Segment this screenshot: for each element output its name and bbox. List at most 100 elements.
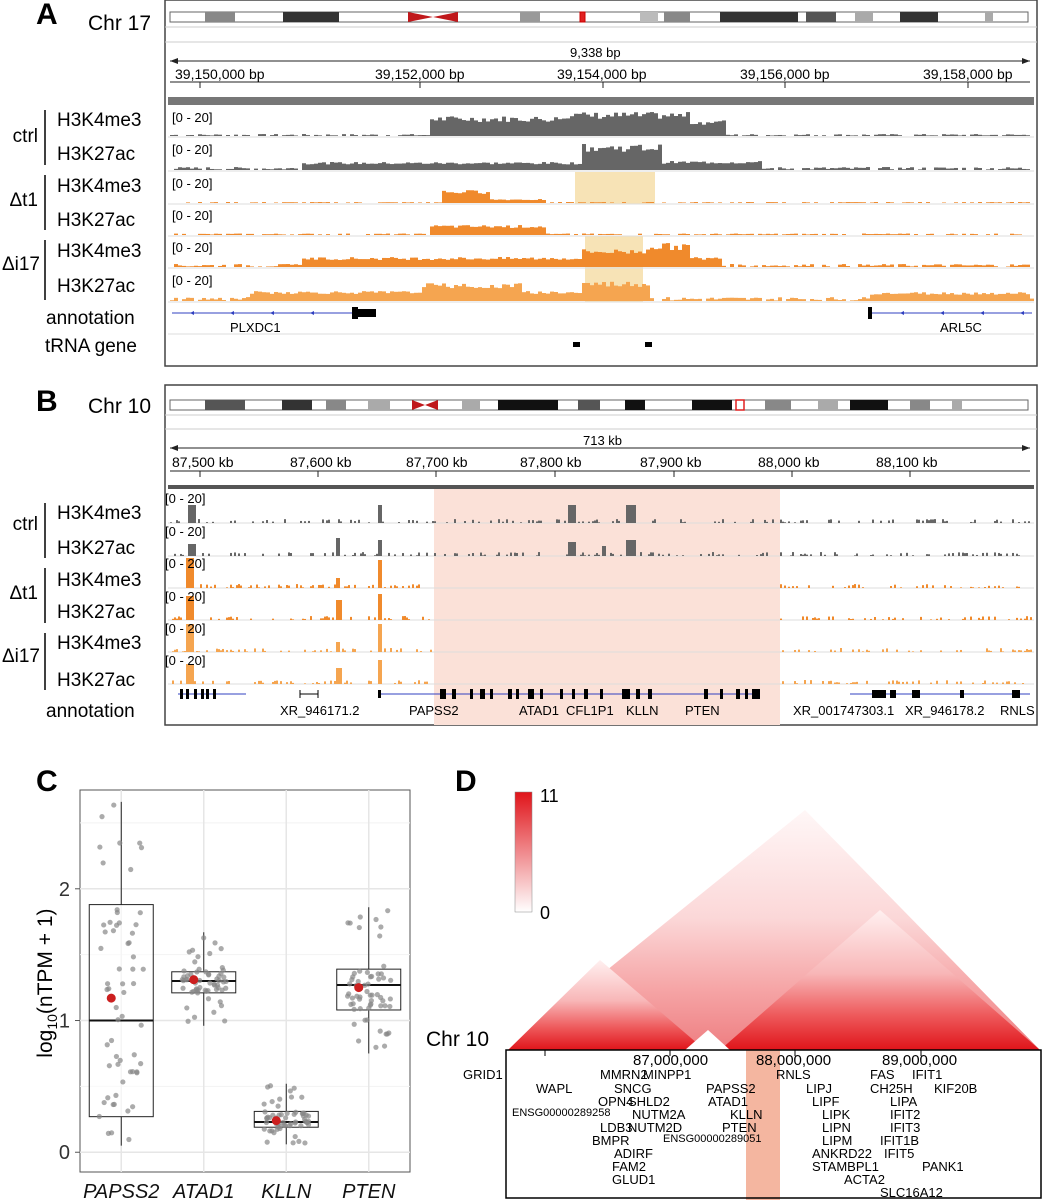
a-coverage-bar [406,259,410,267]
b-coverage-bar [380,540,382,556]
b-coverage-bar [852,585,854,588]
a-coverage-bar [422,259,426,267]
b-coverage-bar [932,585,934,588]
c-ytick-label: 2 [59,879,70,901]
a-coverage-bar [762,265,766,267]
panel-a-group-dt1: Δt1 [9,190,38,211]
b-coverage-bar [806,554,808,556]
a-coverage-bar [786,266,790,267]
c-point [288,1094,295,1100]
b-coverage-bar [370,681,372,684]
a-coverage-bar [274,291,278,301]
b-coverage-bar [794,522,796,523]
a-coverage-bar [446,192,450,203]
a-coverage-bar [690,124,694,136]
panel-b-letter: B [36,385,58,418]
b-coverage-bar [956,681,958,684]
a-coverage-bar [782,202,786,203]
a-coverage-bar [862,167,866,170]
a-coverage-bar [506,162,510,170]
d-gene-label: CH25H [870,1081,913,1096]
b-coverage-bar [1006,553,1008,556]
a-coverage-bar [586,234,590,235]
a-coverage-bar [638,116,642,136]
c-point [108,1130,115,1136]
panel-a-tracks [170,112,1034,301]
c-ytick-label: 1 [59,1011,70,1033]
a-coverage-bar [690,298,694,301]
a-coverage-bar [382,291,386,301]
b-coverage-bar [716,555,718,556]
b-coverage-bar [616,519,618,523]
d-gene-label: LDB3 [600,1120,633,1135]
c-point [283,1115,289,1121]
a-coverage-bar [806,265,810,267]
d-gene-label: SLC16A12 [880,1185,943,1200]
a-coverage-bar [750,162,754,170]
a-coverage-bar [262,168,266,170]
a-coverage-bar [254,202,258,203]
b-coverage-bar [958,552,960,556]
b-coverage-bar [650,552,652,556]
panel-b-range-4: [0 - 20] [165,589,206,604]
b-coverage-bar [174,649,176,652]
a-coverage-bar [514,118,518,136]
a-coverage-bar [390,164,394,170]
a-coverage-bar [174,168,178,170]
c-point [104,986,110,993]
a-coverage-bar [578,293,582,301]
b-coverage-bar [334,681,336,684]
a-coverage-bar [530,227,534,235]
a-coverage-bar [950,134,954,136]
b-coverage-bar [418,680,420,684]
a-coverage-bar [678,161,682,170]
b-coverage-bar [332,552,334,556]
c-point [110,928,117,934]
c-point [138,1022,144,1028]
a-coverage-bar [398,135,402,136]
c-point [205,996,212,1002]
b-coverage-bar [918,680,920,684]
b-coverage-bar [222,648,224,652]
a-coverage-bar [338,162,342,170]
d-gene-label: RNLS [776,1067,811,1082]
b-coverage-bar [662,554,664,556]
a-coverage-bar [930,293,934,301]
a-coverage-bar [746,233,750,235]
b-coverage-bar [802,616,804,620]
a-coverage-bar [530,257,534,267]
a-coverage-bar [970,134,974,136]
a-coverage-bar [438,202,442,203]
b-coverage-bar [886,648,888,652]
a-coverage-bar [242,134,246,136]
b-coverage-bar [684,521,686,523]
a-coverage-bar [446,225,450,235]
a-coverage-bar [386,202,390,203]
d-gene-label: IFIT1B [880,1133,920,1148]
a-coverage-bar [182,167,186,170]
a-coverage-bar [642,150,646,170]
b-coverage-bar [584,555,586,556]
a-coverage-bar [1014,134,1018,136]
b-coverage-bar [718,521,720,523]
b-coverage-bar [304,649,306,652]
b-coverage-bar [310,616,312,620]
a-coverage-bar [954,294,958,301]
b-coverage-bar [522,552,524,556]
b-coverage-bar [368,680,370,684]
a-coverage-bar [646,112,650,136]
b-coverage-bar [380,624,382,652]
b-coverage-bar [216,648,218,652]
a-coverage-bar [482,162,486,170]
a-coverage-bar [678,299,682,301]
a-coverage-bar [438,285,442,301]
b-coverage-bar [816,618,818,620]
b-coverage-bar [172,680,174,684]
a-coverage-bar [974,292,978,301]
c-point [197,977,203,984]
b-coverage-bar [1012,552,1014,556]
a-coverage-bar [890,234,894,235]
a-coverage-bar [354,135,358,136]
b-coverage-bar [556,519,558,523]
a-coverage-bar [954,202,958,203]
